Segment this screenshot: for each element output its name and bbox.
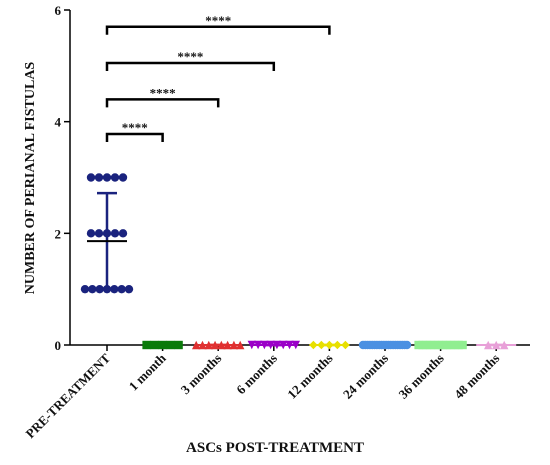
x-tick-label: 1 month (126, 350, 170, 394)
significance-bracket (105, 98, 220, 108)
x-tick-label: PRE-TREATMENT (23, 350, 114, 441)
data-point (110, 173, 120, 182)
data-point (86, 173, 96, 182)
x-tick-label: 36 months (396, 351, 447, 402)
data-point (458, 340, 467, 350)
x-tick-label: 48 months (451, 351, 502, 402)
data-point (94, 229, 104, 238)
x-tick-label: 3 months (178, 351, 225, 398)
data-point (102, 173, 112, 182)
significance-bracket (105, 25, 331, 35)
data-point (117, 284, 126, 294)
data-point (110, 229, 120, 238)
data-point (192, 340, 201, 350)
significance-label: **** (205, 13, 231, 28)
y-axis-label: NUMBER OF PERIANAL FISTULAS (23, 62, 38, 295)
data-point (80, 284, 90, 294)
data-point (124, 284, 134, 294)
y-tick-label: 2 (55, 226, 62, 241)
y-tick-label: 4 (55, 115, 62, 130)
data-point (86, 229, 96, 238)
significance-bracket (105, 132, 164, 142)
data-point (291, 340, 300, 350)
data-point (247, 340, 256, 350)
significance-label: **** (150, 85, 176, 100)
data-point (402, 340, 412, 350)
x-tick-label: 12 months (284, 351, 335, 402)
x-tick-label: 6 months (233, 351, 280, 398)
data-point (118, 229, 128, 238)
y-tick-label: 0 (55, 338, 62, 353)
y-tick-label: 6 (55, 3, 62, 18)
significance-bracket (105, 61, 276, 72)
significance-label: **** (177, 49, 203, 64)
data-point (118, 173, 128, 182)
x-tick-label: 24 months (340, 351, 391, 402)
data-point (88, 284, 97, 294)
data-point (236, 340, 245, 350)
x-axis-label: ASCs POST-TREATMENT (186, 440, 364, 456)
data-point (94, 173, 104, 182)
significance-label: **** (122, 120, 148, 135)
